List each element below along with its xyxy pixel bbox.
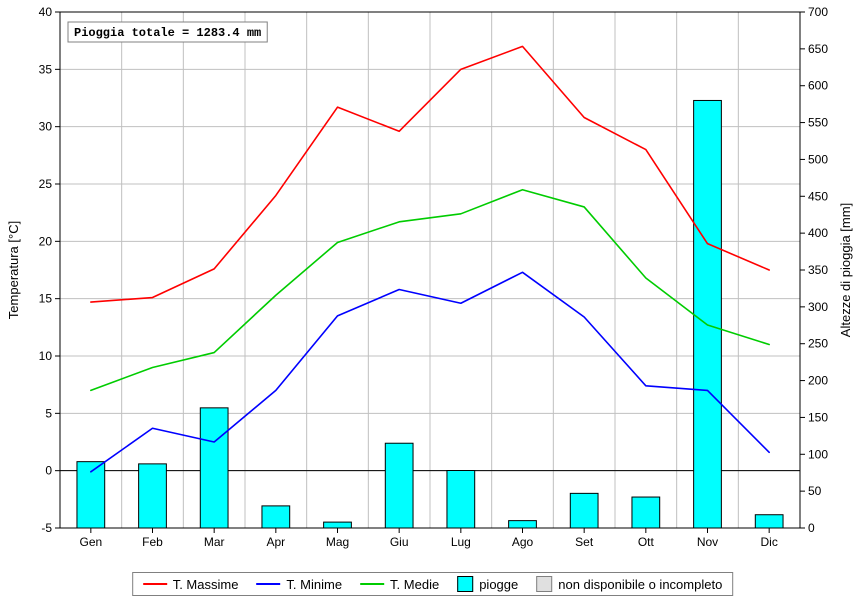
svg-text:25: 25 bbox=[39, 177, 53, 191]
legend-label-piogge: piogge bbox=[479, 577, 518, 592]
svg-text:Mag: Mag bbox=[326, 535, 349, 549]
legend-item-piogge: piogge bbox=[457, 576, 518, 592]
svg-text:400: 400 bbox=[808, 226, 828, 240]
svg-text:Ott: Ott bbox=[638, 535, 655, 549]
legend-label-medie: T. Medie bbox=[390, 577, 439, 592]
svg-text:-5: -5 bbox=[41, 521, 52, 535]
svg-text:Altezze di pioggia [mm]: Altezze di pioggia [mm] bbox=[838, 203, 853, 337]
legend-item-t-minime: T. Minime bbox=[256, 577, 342, 592]
svg-text:50: 50 bbox=[808, 484, 822, 498]
svg-text:250: 250 bbox=[808, 337, 828, 351]
svg-text:Lug: Lug bbox=[451, 535, 471, 549]
svg-text:Temperatura [°C]: Temperatura [°C] bbox=[6, 221, 21, 319]
svg-text:Feb: Feb bbox=[142, 535, 163, 549]
svg-text:450: 450 bbox=[808, 189, 828, 203]
svg-text:Giu: Giu bbox=[390, 535, 409, 549]
svg-text:350: 350 bbox=[808, 263, 828, 277]
legend-line-massime bbox=[143, 583, 167, 585]
svg-text:550: 550 bbox=[808, 116, 828, 130]
svg-text:300: 300 bbox=[808, 300, 828, 314]
legend-line-medie bbox=[360, 583, 384, 585]
svg-text:0: 0 bbox=[808, 521, 815, 535]
legend-line-minime bbox=[256, 583, 280, 585]
legend-item-nondisp: non disponibile o incompleto bbox=[536, 576, 722, 592]
svg-text:30: 30 bbox=[39, 120, 53, 134]
chart-svg: -505101520253035400501001502002503003504… bbox=[0, 0, 865, 570]
svg-text:100: 100 bbox=[808, 447, 828, 461]
svg-text:650: 650 bbox=[808, 42, 828, 56]
legend-item-t-massime: T. Massime bbox=[143, 577, 239, 592]
legend-item-t-medie: T. Medie bbox=[360, 577, 439, 592]
legend-swatch-nondisp bbox=[536, 576, 552, 592]
svg-text:Ago: Ago bbox=[512, 535, 534, 549]
svg-text:10: 10 bbox=[39, 349, 53, 363]
svg-text:Apr: Apr bbox=[266, 535, 285, 549]
svg-text:700: 700 bbox=[808, 5, 828, 19]
svg-text:Nov: Nov bbox=[697, 535, 718, 549]
svg-text:15: 15 bbox=[39, 292, 53, 306]
legend-label-nondisp: non disponibile o incompleto bbox=[558, 577, 722, 592]
svg-text:Dic: Dic bbox=[760, 535, 777, 549]
legend-label-massime: T. Massime bbox=[173, 577, 239, 592]
svg-text:Set: Set bbox=[575, 535, 594, 549]
svg-text:Gen: Gen bbox=[79, 535, 102, 549]
climograph-chart: -505101520253035400501001502002503003504… bbox=[0, 0, 865, 600]
svg-text:Pioggia totale = 1283.4 mm: Pioggia totale = 1283.4 mm bbox=[74, 26, 261, 40]
svg-text:0: 0 bbox=[45, 464, 52, 478]
svg-text:500: 500 bbox=[808, 152, 828, 166]
svg-text:150: 150 bbox=[808, 410, 828, 424]
legend-swatch-piogge bbox=[457, 576, 473, 592]
svg-text:Mar: Mar bbox=[204, 535, 225, 549]
svg-text:20: 20 bbox=[39, 234, 53, 248]
legend: T. Massime T. Minime T. Medie piogge non… bbox=[132, 572, 734, 596]
svg-text:40: 40 bbox=[39, 5, 53, 19]
svg-text:600: 600 bbox=[808, 79, 828, 93]
svg-text:5: 5 bbox=[45, 406, 52, 420]
svg-text:35: 35 bbox=[39, 62, 53, 76]
svg-text:200: 200 bbox=[808, 374, 828, 388]
legend-label-minime: T. Minime bbox=[286, 577, 342, 592]
